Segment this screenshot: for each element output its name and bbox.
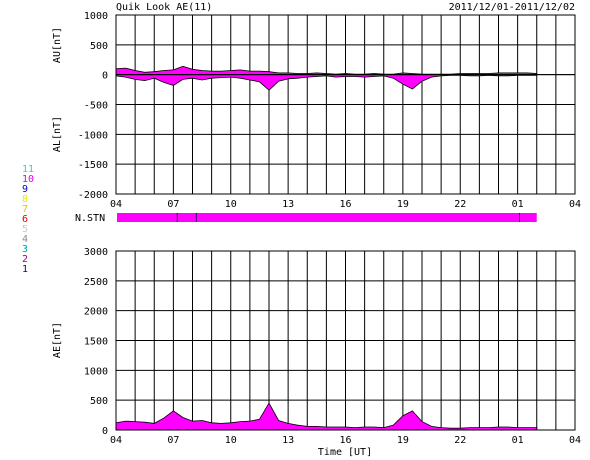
y-axis-label: AL[nT]: [52, 116, 63, 152]
chart-title: Quik Look AE(11): [116, 2, 212, 13]
x-tick-label: 04: [110, 435, 122, 446]
x-tick-label: 19: [397, 199, 409, 210]
x-tick-label: 01: [512, 199, 524, 210]
n-stn-panel: N.STN: [75, 213, 537, 224]
n-stn-segment: [117, 213, 537, 222]
y-tick-label: -2000: [78, 190, 108, 201]
y-tick-label: 1000: [84, 366, 108, 377]
x-tick-label: 22: [454, 435, 466, 446]
y-tick-label: -1000: [78, 130, 108, 141]
n-stn-label: N.STN: [75, 213, 105, 224]
legend-entry: 5: [22, 224, 28, 235]
x-tick-label: 04: [569, 199, 581, 210]
legend-entry: 6: [22, 214, 28, 225]
y-tick-label: 1500: [84, 337, 108, 348]
x-tick-label: 16: [339, 199, 351, 210]
x-tick-label: 13: [282, 435, 294, 446]
date-range: 2011/12/01-2011/12/02: [449, 2, 575, 13]
x-tick-label: 04: [110, 199, 122, 210]
legend-entry: 10: [22, 174, 34, 185]
x-tick-label: 10: [225, 435, 237, 446]
x-tick-label: 07: [167, 435, 179, 446]
y-tick-label: 3000: [84, 247, 108, 258]
y-tick-label: 1000: [84, 11, 108, 22]
legend-entry: 8: [22, 194, 28, 205]
x-tick-label: 16: [339, 435, 351, 446]
area-series-0: [115, 402, 538, 431]
legend-entry: 7: [22, 204, 28, 215]
legend-entry: 1: [22, 264, 28, 275]
x-tick-label: 01: [512, 435, 524, 446]
legend-entry: 9: [22, 184, 28, 195]
x-tick-label: 07: [167, 199, 179, 210]
panel-frame: [115, 250, 576, 431]
y-tick-label: -500: [84, 101, 108, 112]
x-tick-label: 04: [569, 435, 581, 446]
y-tick-label: 500: [90, 41, 108, 52]
area-series-1: [115, 74, 538, 91]
y-tick-label: 500: [90, 396, 108, 407]
area-series-0: [115, 65, 538, 76]
y-tick-label: 2500: [84, 277, 108, 288]
y-tick-label: -1500: [78, 160, 108, 171]
y-axis-label: AU[nT]: [52, 27, 63, 63]
y-tick-label: 0: [102, 426, 108, 437]
legend-entry: 3: [22, 244, 28, 255]
x-tick-label: 19: [397, 435, 409, 446]
y-axis-label: AE[nT]: [52, 322, 63, 358]
y-tick-label: 0: [102, 71, 108, 82]
y-tick-label: 2000: [84, 307, 108, 318]
x-tick-label: 13: [282, 199, 294, 210]
x-tick-label: 10: [225, 199, 237, 210]
x-tick-label: 22: [454, 199, 466, 210]
panel-frame: [115, 14, 576, 195]
legend-entry: 11: [22, 164, 34, 175]
legend-entry: 4: [22, 234, 28, 245]
legend-entry: 2: [22, 254, 28, 265]
x-axis-label: Time [UT]: [318, 447, 372, 458]
